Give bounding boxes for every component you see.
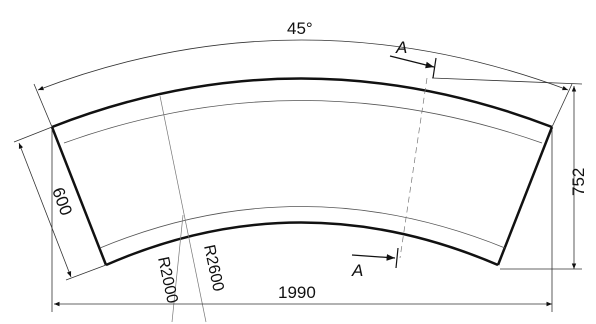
height-dimension: [431, 77, 583, 270]
width-label: 1990: [278, 283, 316, 302]
section-marker-bottom: [351, 247, 399, 269]
depth-ext-bottom: [65, 264, 107, 281]
angle-label: 45°: [287, 19, 313, 38]
section-arrow-top: [389, 55, 435, 69]
section-tick-top: [432, 57, 437, 79]
section-tick-bottom: [395, 247, 399, 269]
inner-radius-label: R2000: [154, 255, 180, 305]
right-edge: [496, 126, 554, 266]
depth-dim-line: [18, 142, 72, 278]
section-arrow-bottom: [351, 254, 396, 261]
height-label: 752: [569, 168, 588, 196]
section-label-bottom: A: [351, 261, 363, 280]
depth-ext-top: [13, 126, 53, 143]
outer-offset-arc: [63, 100, 543, 144]
angle-ext-right: [551, 83, 573, 128]
offset-lines: [63, 100, 543, 249]
inner-offset-arc: [99, 206, 506, 249]
section-marker-top: [389, 55, 437, 79]
section-line: [399, 77, 428, 259]
section-label-top: A: [395, 38, 407, 57]
angle-dim-arc: [37, 39, 569, 91]
outer-radius-line: [159, 95, 207, 323]
inner-arc: [105, 221, 499, 267]
height-ext-top: [431, 77, 583, 85]
angle-dimension: [33, 39, 573, 128]
angle-ext-left: [33, 83, 53, 128]
depth-dimension: [13, 126, 107, 281]
outer-radius-label: R2600: [200, 243, 226, 293]
outer-arc: [51, 77, 553, 129]
